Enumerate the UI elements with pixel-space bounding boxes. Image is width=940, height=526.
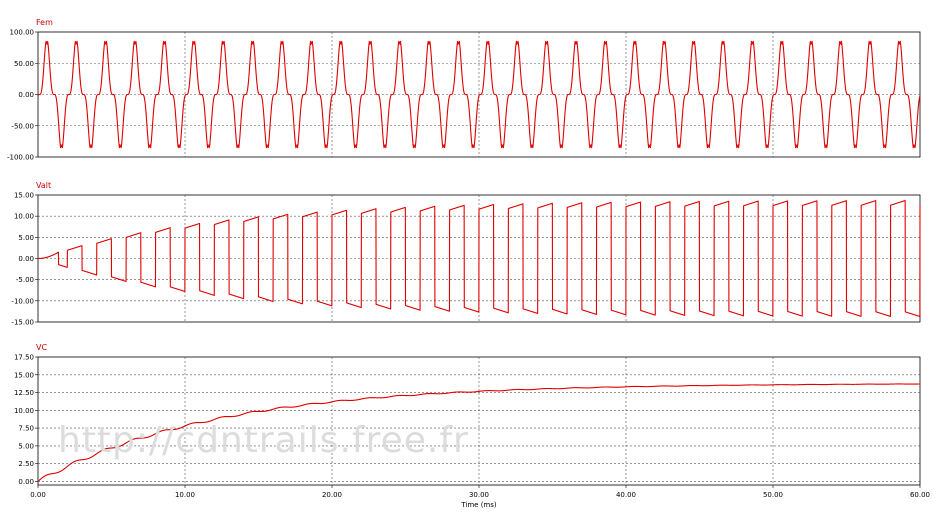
signal-trace xyxy=(37,200,921,318)
y-tick-label: 10.00 xyxy=(14,407,34,415)
y-tick-label: 0.00 xyxy=(18,478,34,486)
y-tick-label: 0.00 xyxy=(18,255,34,263)
y-tick-label: 5.00 xyxy=(18,442,34,450)
y-tick-label: 2.50 xyxy=(18,460,34,468)
watermark-text: http://cdntrails.free.fr xyxy=(58,420,469,461)
y-tick-label: 100.00 xyxy=(10,29,35,37)
panel-3: 17.50 15.00 12.50 10.00 7.50 5.00 2.50 0.00 VC 0.… xyxy=(14,343,930,509)
y-tick-label: 50.00 xyxy=(14,60,34,68)
y-tick-label: 15.00 xyxy=(14,192,34,200)
x-tick-label: 30.00 xyxy=(469,491,489,499)
panel-1: 100.00 50.00 0.00 -50.00 -100.00 Fem xyxy=(7,18,921,162)
y-tick-label: -100.00 xyxy=(7,154,34,162)
x-tick-label: 50.00 xyxy=(763,491,783,499)
y-tick-label: -50.00 xyxy=(11,122,34,130)
x-tick-label: 20.00 xyxy=(322,491,342,499)
y-tick-label: 17.50 xyxy=(14,354,34,362)
y-tick-label: 15.00 xyxy=(14,371,34,379)
x-axis-label: Time (ms) xyxy=(460,501,497,509)
x-tick-label: 10.00 xyxy=(175,491,195,499)
y-tick-label: -5.00 xyxy=(16,276,34,284)
signal-trace xyxy=(37,383,921,482)
panel-title: VC xyxy=(36,343,47,352)
y-tick-label: 12.50 xyxy=(14,389,34,397)
y-tick-label: -10.00 xyxy=(11,297,34,305)
panel-title: Fem xyxy=(36,18,53,27)
x-tick-label: 0.00 xyxy=(30,491,46,499)
y-tick-label: 7.50 xyxy=(18,425,34,433)
x-tick-label: 60.00 xyxy=(910,491,930,499)
signal-trace xyxy=(37,40,921,149)
y-tick-label: 10.00 xyxy=(14,213,34,221)
panel-title: Valt xyxy=(36,181,51,190)
y-tick-label: 0.00 xyxy=(18,91,34,99)
panel-2: 15.00 10.00 5.00 0.00 -5.00 -10.00 -15.00 Valt xyxy=(11,181,921,327)
x-tick-label: 40.00 xyxy=(616,491,636,499)
y-tick-label: -15.00 xyxy=(11,319,34,327)
y-tick-label: 5.00 xyxy=(18,234,34,242)
